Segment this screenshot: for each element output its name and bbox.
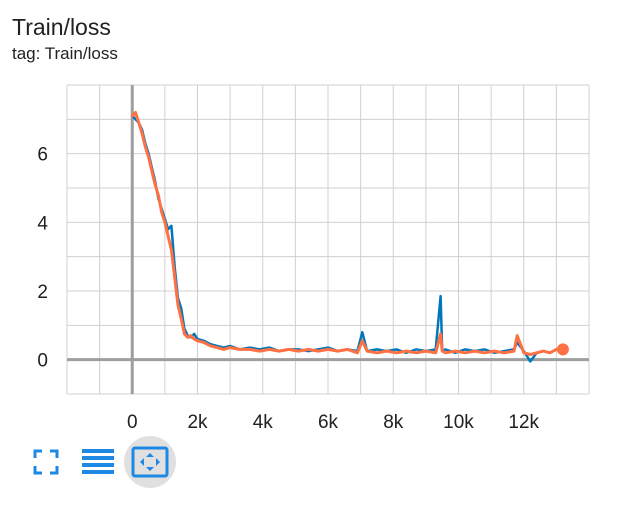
chart-series — [130, 111, 569, 363]
y-tick-label: 0 — [37, 351, 48, 372]
fullscreen-button[interactable] — [20, 436, 72, 488]
chart-tick-labels: 0 2k 4k 6k 8k 10k 12k 0 2 4 6 — [37, 145, 539, 433]
fit-domain-icon — [131, 446, 169, 478]
toggle-log-scale-icon — [82, 449, 114, 474]
x-tick-label: 2k — [187, 412, 208, 433]
fit-domain-button[interactable] — [124, 436, 176, 488]
y-tick-label: 4 — [37, 213, 48, 234]
chart-tag-label: tag: Train/loss — [12, 44, 118, 63]
y-tick-label: 6 — [37, 145, 48, 166]
x-tick-label: 8k — [383, 412, 404, 433]
series-line-smoothed — [130, 111, 565, 356]
chart-title: Train/loss — [12, 14, 111, 40]
x-tick-label: 10k — [443, 412, 474, 433]
y-tick-label: 2 — [37, 282, 48, 303]
x-tick-label: 12k — [508, 412, 539, 433]
fullscreen-icon — [33, 449, 59, 475]
toggle-log-scale-button[interactable] — [72, 436, 124, 488]
chart-axes — [67, 85, 589, 394]
x-tick-label: 6k — [318, 412, 339, 433]
series-endpoint-marker — [556, 343, 569, 356]
x-tick-label: 4k — [253, 412, 274, 433]
series-line-raw — [131, 114, 565, 363]
x-tick-label: 0 — [127, 412, 138, 433]
